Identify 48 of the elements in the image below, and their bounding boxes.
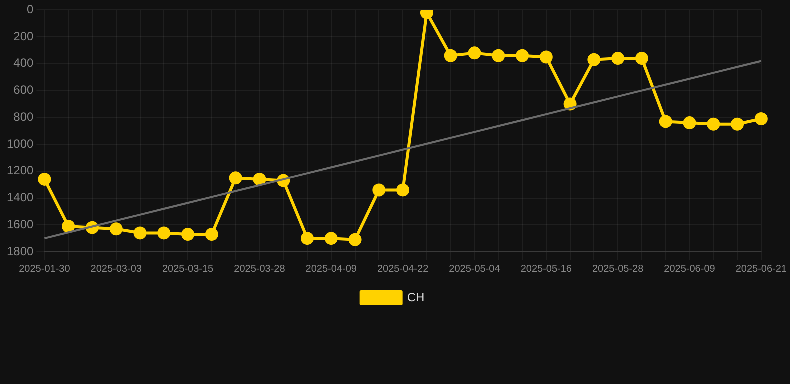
point [659, 115, 672, 128]
point [468, 46, 482, 60]
x-tick-label: 2025-04-09 [306, 264, 358, 275]
point [588, 53, 601, 66]
point [612, 52, 625, 66]
x-tick-label: 2025-01-30 [19, 264, 71, 275]
x-tick-label: 2025-03-28 [234, 264, 286, 275]
y-tick-label: 1200 [6, 164, 34, 178]
legend-label: CH [407, 290, 425, 304]
point [444, 49, 458, 62]
y-tick-label: 0 [27, 2, 34, 17]
y-tick-label: 400 [14, 56, 34, 70]
x-tick-label: 2025-05-28 [592, 264, 644, 275]
x-tick-label: 2025-06-09 [664, 264, 716, 275]
y-tick-label: 1800 [6, 244, 34, 258]
point [134, 226, 147, 240]
y-tick-label: 600 [14, 83, 34, 98]
point [516, 49, 530, 62]
point [205, 228, 218, 242]
point [707, 118, 720, 131]
point [110, 222, 123, 236]
x-tick-label: 2025-06-21 [736, 264, 788, 275]
point [754, 112, 768, 126]
point [372, 184, 386, 197]
point [348, 233, 362, 246]
point [324, 232, 338, 246]
y-tick-label: 200 [14, 29, 34, 44]
point [683, 116, 696, 130]
point [62, 220, 76, 233]
point [540, 50, 553, 64]
x-tick-label: 2025-05-04 [449, 264, 501, 275]
point [731, 118, 744, 131]
y-tick-label: 1000 [6, 136, 34, 151]
x-tick-label: 2025-04-22 [377, 264, 430, 275]
x-tick-label: 2025-03-15 [162, 264, 214, 275]
y-tick-label: 1600 [6, 217, 34, 232]
x-tick-label: 2025-03-03 [90, 264, 142, 275]
x-tick-label: 2025-05-16 [520, 264, 572, 275]
point [229, 172, 242, 185]
y-tick-label: 800 [14, 110, 34, 124]
point [253, 172, 266, 186]
point [635, 52, 648, 66]
point [492, 49, 506, 62]
y-tick-label: 1400 [6, 190, 34, 205]
point [182, 228, 195, 242]
point [158, 226, 171, 240]
point [300, 232, 314, 246]
point [396, 184, 410, 197]
